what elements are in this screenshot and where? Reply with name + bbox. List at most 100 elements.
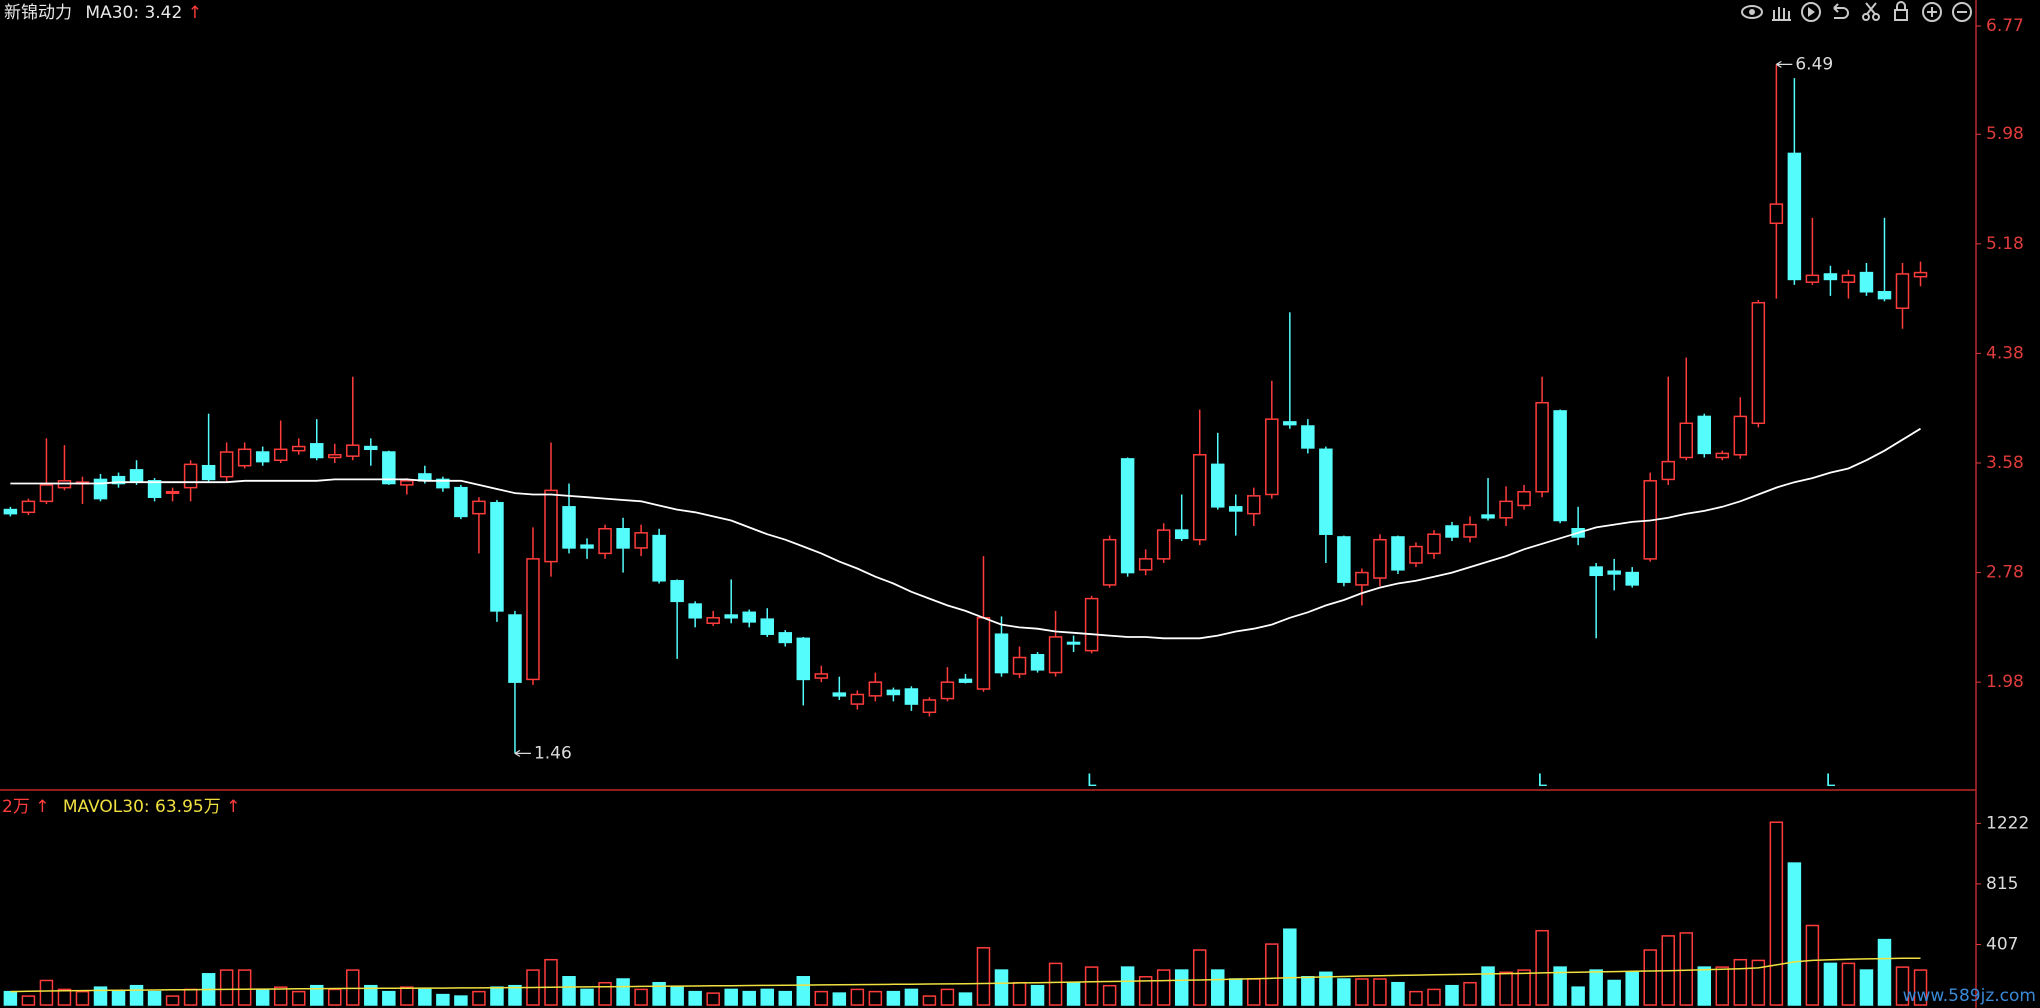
candle-body xyxy=(544,489,558,563)
lock-icon[interactable] xyxy=(1894,1,1908,21)
candle-body xyxy=(1174,529,1189,540)
candle-body xyxy=(652,534,666,582)
candle-body xyxy=(1589,566,1603,577)
volume-bar xyxy=(1427,988,1441,1006)
candle-body xyxy=(1373,538,1387,579)
volume-bar xyxy=(1048,962,1063,1006)
volume-bar xyxy=(1535,929,1549,1006)
volume-bar xyxy=(3,990,18,1006)
volume-bar xyxy=(1066,981,1081,1006)
volume-bar xyxy=(237,969,252,1006)
candle-body xyxy=(526,558,540,681)
volume-bar xyxy=(1679,932,1694,1006)
volume-bar xyxy=(1156,969,1171,1006)
candle-body xyxy=(1138,558,1153,571)
volume-bar xyxy=(814,990,829,1006)
volume-bar xyxy=(183,988,198,1006)
candle-body xyxy=(562,506,576,549)
candle-body xyxy=(165,491,180,495)
candle-body xyxy=(1427,533,1441,555)
candle-body xyxy=(616,527,630,549)
volume-bar xyxy=(1859,969,1874,1006)
volume-label: 2万 xyxy=(2,797,30,817)
candle-body xyxy=(1751,301,1766,425)
candle-body xyxy=(1463,523,1477,538)
volume-bar xyxy=(580,988,594,1006)
candle-body xyxy=(1481,514,1495,519)
volume-bar xyxy=(57,988,72,1006)
candle-body xyxy=(1841,274,1856,283)
volume-bar xyxy=(1751,959,1766,1006)
volume-bar xyxy=(760,988,774,1006)
volume-bar xyxy=(1877,938,1892,1006)
zoom-in-icon[interactable] xyxy=(1922,2,1942,22)
volume-bar xyxy=(1625,971,1639,1006)
legend-arrow: ↑ xyxy=(226,797,240,817)
volume-bar xyxy=(742,990,756,1006)
view-icon[interactable] xyxy=(1741,5,1763,19)
volume-bar xyxy=(616,978,630,1006)
volume-bar xyxy=(1174,969,1189,1006)
candle-body xyxy=(291,445,306,452)
legend: 新锦动力 MA30: 3.42 ↑ xyxy=(4,3,202,23)
candle-body xyxy=(309,443,324,459)
volume-bar xyxy=(724,988,738,1006)
candle-body xyxy=(814,673,829,679)
candle-body xyxy=(976,617,991,690)
volume-bar xyxy=(255,988,270,1006)
volume-bar xyxy=(328,988,342,1006)
candle-body xyxy=(958,678,973,683)
candle-body xyxy=(39,484,54,503)
volume-bar xyxy=(93,986,108,1006)
volume-bar xyxy=(273,986,288,1006)
candle-body xyxy=(255,451,270,463)
volume-bar xyxy=(1373,978,1387,1006)
undo-icon[interactable] xyxy=(1833,3,1849,19)
candle-body xyxy=(1120,458,1135,574)
candle-body xyxy=(1084,597,1099,652)
candle-body xyxy=(436,478,450,489)
volume-bar xyxy=(309,984,324,1006)
volume-bar xyxy=(75,990,90,1006)
zoom-out-icon[interactable] xyxy=(1952,2,1972,22)
cut-icon[interactable] xyxy=(1862,2,1880,21)
candle-body xyxy=(1859,271,1874,293)
hand-icon[interactable] xyxy=(1772,7,1791,21)
volume-bar xyxy=(1355,978,1369,1006)
volume-bar xyxy=(886,990,901,1006)
candle-body xyxy=(1805,274,1820,283)
volume-bar xyxy=(976,947,991,1006)
volume-bar xyxy=(832,992,847,1006)
candle-body xyxy=(1553,410,1567,522)
candle-body xyxy=(1715,452,1730,459)
volume-bar xyxy=(1102,984,1117,1006)
candle-body xyxy=(922,699,937,714)
y-tick-label: 815 xyxy=(1986,874,2018,894)
candle-body xyxy=(1625,571,1639,586)
candle-body xyxy=(994,633,1009,674)
volume-bar xyxy=(1715,966,1730,1006)
volume-bar xyxy=(1733,958,1748,1006)
volume-bar xyxy=(562,976,576,1006)
volume-bar xyxy=(1409,990,1423,1006)
volume-legend: 2万 ↑ MAVOL30: 63.95万 ↑ xyxy=(2,797,240,817)
play-icon[interactable] xyxy=(1801,2,1821,22)
candle-body xyxy=(1156,529,1171,560)
candle-body xyxy=(1102,538,1117,586)
volume-bar xyxy=(598,981,612,1006)
y-tick-label: 4.38 xyxy=(1986,343,2024,363)
candle-body xyxy=(1535,401,1549,493)
candle-body xyxy=(670,580,684,603)
volume-bar xyxy=(922,995,937,1006)
candle-body xyxy=(1066,641,1081,645)
candle-body xyxy=(201,464,216,481)
volume-bar xyxy=(1499,971,1513,1006)
volume-bar xyxy=(1391,981,1405,1006)
volume-bar xyxy=(778,990,793,1006)
candle-body xyxy=(688,603,702,619)
volume-bar xyxy=(706,992,720,1006)
candle-body xyxy=(111,475,126,485)
volume-bar xyxy=(1913,969,1928,1006)
candle-body xyxy=(1301,425,1315,449)
